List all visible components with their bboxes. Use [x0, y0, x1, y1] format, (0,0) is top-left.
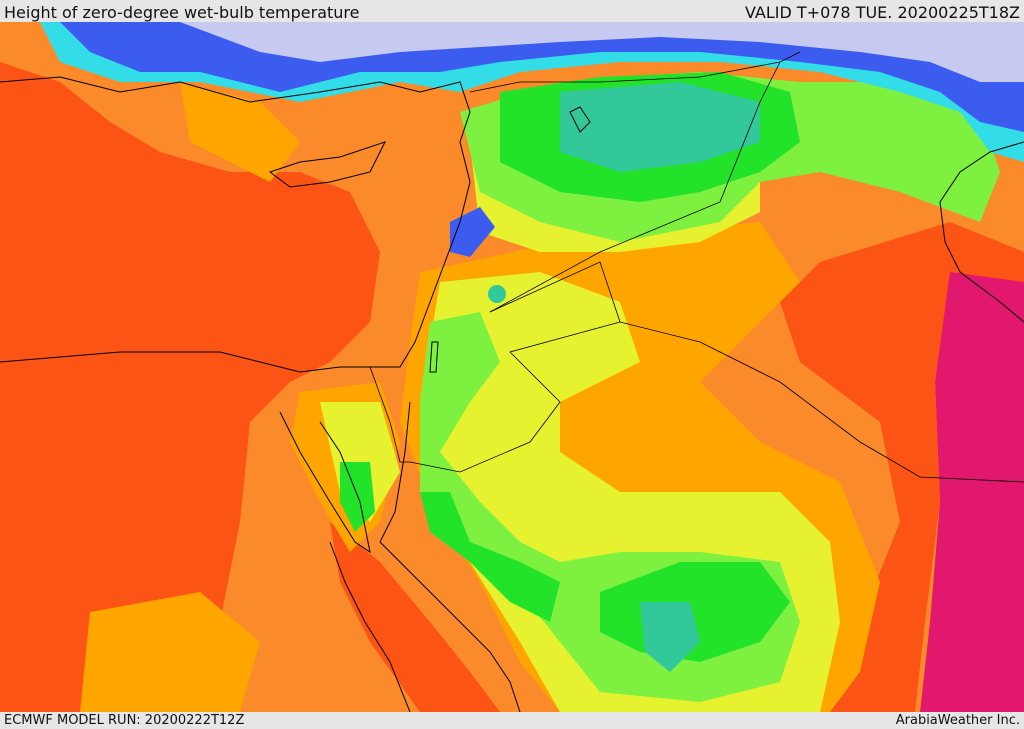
map-title: Height of zero-degree wet-bulb temperatu… [4, 3, 360, 22]
field-green-coast [420, 492, 560, 622]
gulf-coast [939, 141, 1024, 323]
weather-map[interactable] [0, 22, 1024, 712]
field-orange-light [180, 82, 300, 182]
redsea-east-coast [379, 541, 521, 712]
field-blue-lebanon [450, 207, 495, 257]
egypt-coast [0, 351, 380, 373]
field-orange-light-south [80, 592, 260, 712]
credit-label: ArabiaWeather Inc. [895, 713, 1020, 728]
field-red-east [780, 222, 1024, 712]
levant-coast [380, 181, 471, 368]
redsea-west-coast [329, 541, 411, 712]
suez-gulf [279, 411, 371, 554]
syria-iraq-border [489, 61, 781, 313]
iraq-saudi-border [619, 321, 1024, 483]
lake-tharthar [569, 106, 591, 133]
turkey-coast [0, 76, 471, 183]
field-teal-south [640, 602, 700, 672]
model-run: ECMWF MODEL RUN: 20200222T12Z [4, 713, 245, 728]
political-borders [369, 51, 1024, 483]
jordan-border [409, 261, 621, 473]
coastlines [0, 76, 1024, 712]
field-magenta-gulf [920, 262, 1024, 712]
dead-sea [429, 341, 439, 373]
field-teal [560, 82, 760, 172]
valid-time: VALID T+078 TUE. 20200225T18Z [744, 3, 1020, 22]
syria-turkey-border [469, 51, 801, 93]
field-teal-golan [488, 285, 506, 303]
egypt-israel-border [369, 366, 410, 463]
aqaba-gulf [379, 401, 411, 543]
map-header: Height of zero-degree wet-bulb temperatu… [0, 0, 1024, 22]
cyprus [268, 141, 386, 188]
field-red-redsea [330, 522, 500, 712]
map-footer: ECMWF MODEL RUN: 20200222T12Z ArabiaWeat… [0, 712, 1024, 729]
field-lowest-north [180, 22, 1024, 82]
